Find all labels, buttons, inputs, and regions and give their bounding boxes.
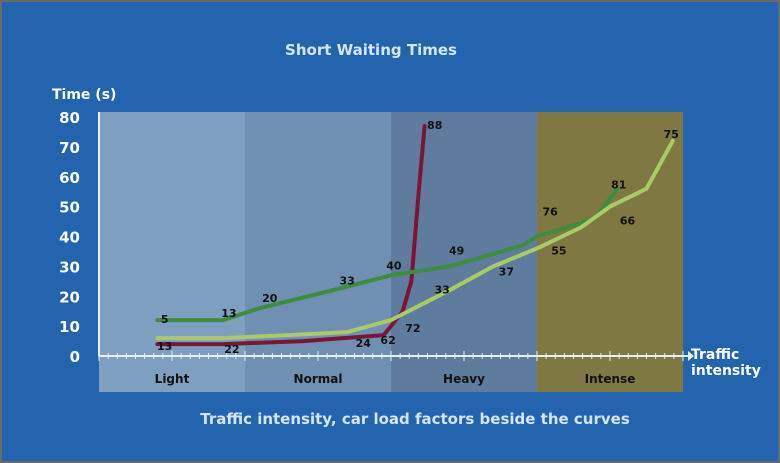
band-label-light: Light	[155, 372, 190, 386]
data-label: 33	[434, 283, 449, 296]
data-label: 49	[449, 244, 464, 257]
data-label: 5	[161, 313, 169, 326]
data-label: 81	[611, 179, 626, 192]
band-normal	[245, 112, 391, 392]
data-label: 66	[620, 215, 636, 228]
series-line-2	[155, 186, 620, 323]
data-label: 88	[427, 119, 442, 132]
data-label: 37	[499, 265, 514, 278]
data-label: 55	[551, 244, 566, 257]
intensity-bands	[99, 112, 683, 392]
y-tick-labels: 0 10 20 30 40 50 60 70 80	[59, 109, 80, 366]
data-labels: 5 13 20 33 40 49 76 81 13 22 24 62 72 33 37 55 66 75 88	[157, 119, 679, 356]
x-axis-arrow	[688, 351, 694, 361]
y-tick-label: 40	[59, 229, 80, 247]
y-tick-label: 10	[59, 318, 80, 336]
data-label: 75	[664, 128, 679, 141]
axes	[98, 112, 694, 361]
data-label: 13	[157, 340, 172, 353]
data-label: 24	[356, 337, 372, 350]
data-label: 76	[542, 206, 558, 219]
y-tick-label: 30	[59, 258, 80, 276]
data-label: 20	[262, 292, 278, 305]
series-lines	[155, 124, 675, 347]
data-label: 33	[340, 274, 355, 287]
y-tick-label: 70	[59, 139, 80, 157]
data-label: 22	[224, 343, 239, 356]
data-label: 40	[386, 259, 402, 272]
y-tick-label: 20	[59, 288, 80, 306]
y-axis-title: Time (s)	[52, 87, 116, 103]
series-line-3	[155, 138, 675, 341]
y-tick-label: 80	[59, 109, 80, 127]
y-tick-label: 60	[59, 169, 80, 187]
y-tick-label: 50	[59, 199, 80, 217]
y-tick-label: 0	[70, 348, 80, 366]
band-labels: Light Normal Heavy Intense	[155, 372, 636, 386]
band-intense	[537, 112, 683, 392]
chart-title: Short Waiting Times	[285, 41, 457, 59]
chart-caption: Traffic intensity, car load factors besi…	[200, 410, 630, 428]
data-label: 13	[221, 307, 236, 320]
data-label: 72	[405, 322, 420, 335]
x-axis-title: Traffic intensity	[691, 347, 761, 379]
data-label: 62	[380, 334, 395, 347]
band-label-heavy: Heavy	[443, 372, 485, 386]
series-line-1	[155, 124, 427, 347]
band-label-normal: Normal	[294, 372, 343, 386]
band-label-intense: Intense	[585, 372, 636, 386]
